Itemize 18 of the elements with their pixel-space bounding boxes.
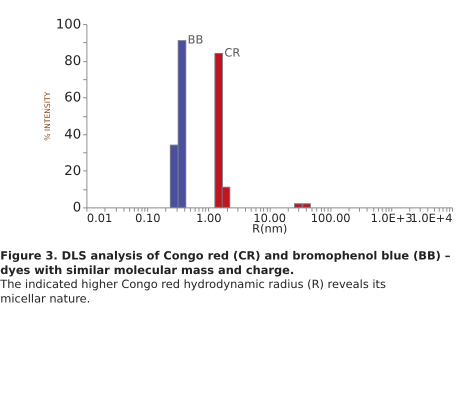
y-tick-label: 40	[64, 127, 82, 142]
x-tick-label: 1.0E+3	[370, 211, 413, 226]
y-tick-label: 20	[64, 164, 82, 180]
x-tick-label: 1.00	[196, 211, 222, 226]
y-tick-label: 60	[64, 90, 82, 106]
y-tick-label: 100	[56, 17, 82, 32]
text: Figure 3. DLS analysis of Congo red (CR) and bromophenol blue (BB) – dyes with similar molecular mass and charge.	[0, 248, 451, 277]
x-tick-label: 1.0E+4	[410, 211, 453, 226]
series-label: CR	[224, 45, 240, 60]
y-tick-label: 0	[72, 200, 82, 216]
x-tick-label: 0.10	[135, 211, 160, 226]
x-tick-label: 0.01	[86, 211, 112, 226]
x-tick-label: 100.00	[310, 211, 351, 226]
x-axis-title: R(nm)	[252, 222, 288, 236]
text: The indicated higher Congo red hydrodynamic radius (R) reveals its micellar nature.	[0, 277, 386, 306]
y-axis-title: % INTENSITY	[43, 91, 52, 141]
series-label: BB	[188, 32, 204, 46]
y-tick-label: 80	[64, 54, 82, 70]
